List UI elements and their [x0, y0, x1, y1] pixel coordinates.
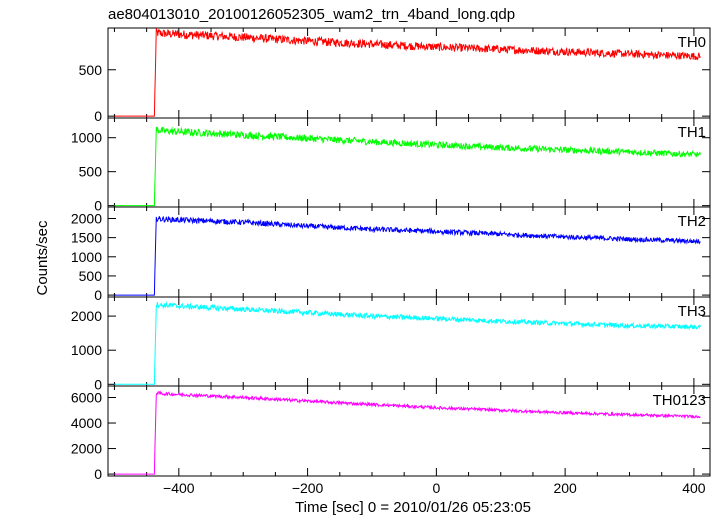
y-axis-label: Counts/sec — [34, 220, 51, 296]
y-tick-label: 2000 — [71, 210, 102, 226]
y-tick-label: 500 — [79, 268, 103, 284]
panel-label: TH3 — [678, 303, 706, 320]
y-tick-label: 1000 — [71, 249, 102, 265]
panel-label: TH2 — [678, 213, 706, 230]
y-tick-label: 500 — [79, 62, 103, 78]
y-tick-label: 0 — [94, 287, 102, 303]
x-tick-label: −400 — [163, 480, 195, 496]
panel-th1: 0 500 1000 TH1 — [71, 117, 711, 214]
x-axis-label: Time [sec] 0 = 2010/01/26 05:23:05 — [295, 499, 531, 516]
chart-title: ae804013010_20100126052305_wam2_trn_4ban… — [108, 6, 515, 23]
x-tick-label: 400 — [682, 480, 706, 496]
series-line-th0123 — [114, 390, 701, 475]
y-tick-label: 1000 — [71, 130, 102, 146]
series-line-th2 — [114, 215, 701, 296]
y-tick-label: 6000 — [71, 389, 102, 405]
y-tick-label: 2000 — [71, 441, 102, 457]
panel-th0123: 0 2000 4000 6000 TH0123 −400 −200 0 200 400 — [71, 385, 711, 496]
panel-frame — [107, 296, 711, 387]
panel-label: TH0 — [678, 34, 706, 51]
y-tick-label: 0 — [94, 376, 102, 392]
series-line-th0 — [114, 28, 701, 117]
y-tick-label: 2000 — [71, 308, 102, 324]
series-line-th3 — [114, 301, 701, 385]
y-tick-label: 0 — [94, 198, 102, 214]
panel-th0: 0 500 TH0 — [79, 27, 711, 124]
y-tick-label: 4000 — [71, 415, 102, 431]
panel-th3: 0 1000 2000 TH3 — [71, 296, 711, 392]
y-tick-label: 0 — [94, 108, 102, 124]
x-tick-label: 0 — [432, 480, 440, 496]
panel-frame — [107, 385, 711, 477]
panel-th2: 0 500 1000 1500 2000 TH2 — [71, 206, 711, 303]
panel-frame — [107, 27, 711, 119]
x-tick-label: −200 — [292, 480, 324, 496]
y-tick-label: 0 — [94, 466, 102, 482]
x-tick-label: 200 — [553, 480, 577, 496]
series-line-th1 — [114, 126, 701, 207]
panel-label: TH1 — [678, 124, 706, 141]
panel-label: TH0123 — [653, 392, 706, 409]
y-tick-label: 1500 — [71, 230, 102, 246]
y-tick-label: 500 — [79, 164, 103, 180]
y-tick-label: 1000 — [71, 342, 102, 358]
